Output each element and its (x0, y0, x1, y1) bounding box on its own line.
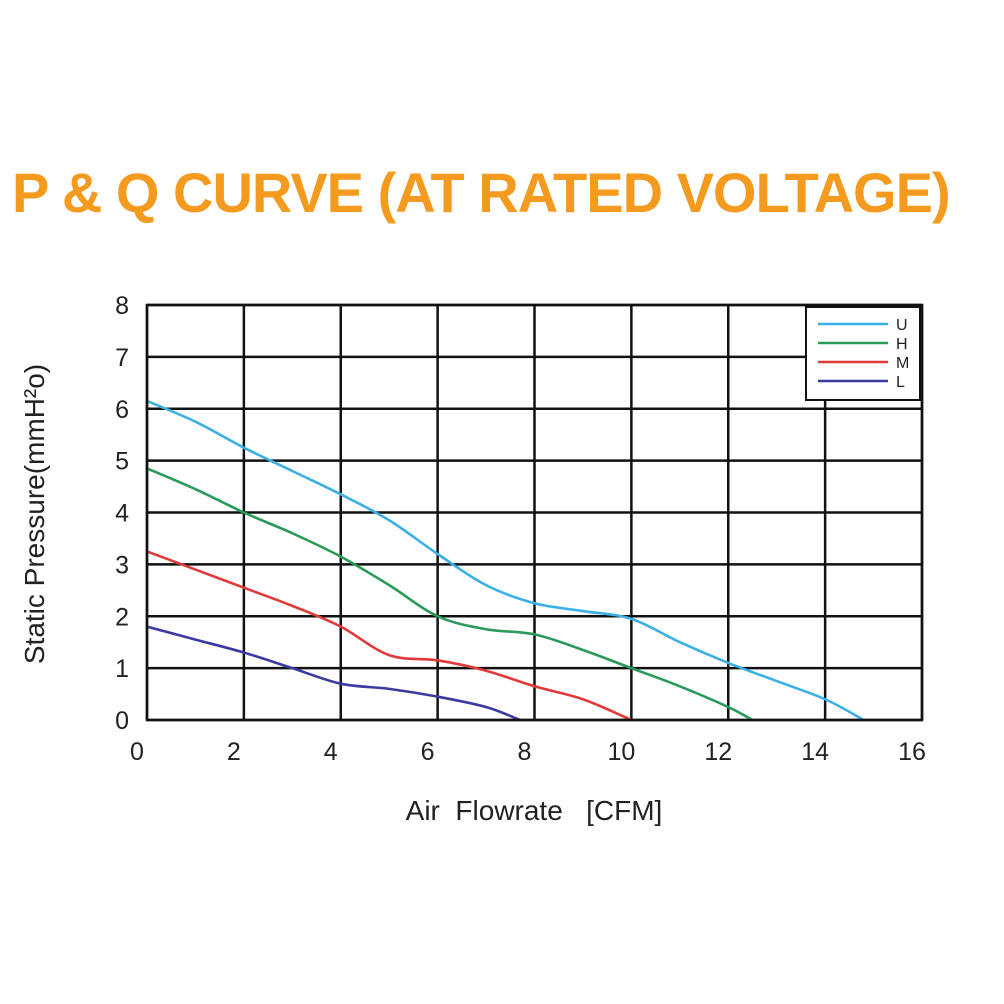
x-tick-label: 6 (421, 738, 435, 766)
legend-box (805, 306, 921, 401)
x-tick-label: 0 (130, 738, 144, 766)
x-tick-label: 14 (801, 738, 829, 766)
chart-title: P & Q CURVE (AT RATED VOLTAGE) (12, 161, 951, 224)
legend-label-l: L (896, 374, 905, 391)
legend-label-h: H (896, 336, 908, 353)
x-tick-label: 8 (518, 738, 532, 766)
x-tick-label: 10 (607, 738, 635, 766)
x-tick-label: 2 (227, 738, 241, 766)
plot-border (145, 303, 924, 722)
y-axis-label: Static Pressure(mmH²o) (19, 364, 50, 664)
series-line-m (145, 550, 633, 722)
legend-label-u: U (896, 317, 908, 334)
series-line-l (145, 625, 522, 722)
x-tick-label: 12 (704, 738, 732, 766)
y-tick-label: 2 (115, 603, 129, 631)
x-tick-label: 16 (898, 738, 926, 766)
y-tick-label: 0 (115, 707, 129, 735)
y-tick-label: 3 (115, 551, 129, 579)
series-lines (145, 399, 866, 722)
y-tick-label: 1 (115, 655, 129, 683)
y-tick-label: 6 (115, 396, 129, 424)
x-tick-label: 4 (324, 738, 338, 766)
series-line-u (145, 399, 866, 722)
plot-frame (145, 303, 924, 722)
y-tick-label: 8 (115, 292, 129, 320)
y-tick-label: 7 (115, 344, 129, 372)
legend-label-m: M (896, 355, 909, 372)
x-axis-label: Air Flowrate [CFM] (406, 795, 663, 826)
series-line-h (145, 467, 754, 722)
y-tick-label: 5 (115, 448, 129, 476)
y-tick-label: 4 (115, 500, 129, 528)
